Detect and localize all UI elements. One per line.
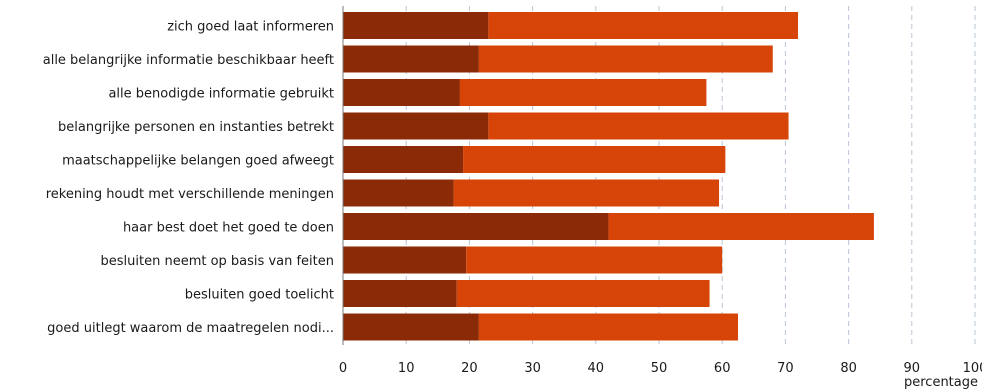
category-label: besluiten neemt op basis van feiten [101, 254, 334, 269]
category-label: besluiten goed toelicht [185, 288, 334, 303]
category-label: belangrijke personen en instanties betre… [58, 120, 334, 135]
x-tick-label: 0 [339, 361, 347, 376]
x-axis-title: percentage [904, 375, 978, 390]
category-label: haar best doet het goed te doen [123, 221, 334, 236]
bar-segment-1 [343, 213, 609, 240]
x-tick-label: 100 [963, 361, 982, 376]
category-label: zich goed laat informeren [167, 20, 334, 35]
x-tick-label: 30 [524, 361, 541, 376]
x-tick-label: 80 [840, 361, 857, 376]
category-label: alle benodigde informatie gebruikt [108, 87, 334, 102]
x-tick-label: 40 [588, 361, 605, 376]
bar-segment-1 [343, 79, 460, 106]
category-label: rekening houdt met verschillende meninge… [46, 187, 334, 202]
bar-segment-2 [488, 12, 799, 39]
bar-segment-2 [478, 45, 773, 73]
x-tick-label: 70 [777, 361, 794, 376]
bar-segment-2 [466, 246, 723, 274]
category-labels: zich goed laat informeren alle belangrijk… [43, 20, 334, 337]
bar-segment-2 [453, 179, 720, 207]
bar-segment-1 [343, 45, 479, 73]
bar-segment-1 [343, 246, 467, 274]
bars [343, 12, 874, 341]
x-tick-label: 90 [904, 361, 921, 376]
x-tick-label: 60 [714, 361, 731, 376]
x-axis: 0 10 20 30 40 50 60 70 80 90 100 [339, 6, 982, 376]
bar-segment-1 [343, 146, 464, 173]
category-label: goed uitlegt waarom de maatregelen nodi.… [47, 321, 334, 336]
bar-segment-2 [478, 313, 738, 341]
bar-segment-1 [343, 313, 479, 341]
bar-segment-2 [608, 213, 874, 240]
bar-segment-2 [459, 79, 707, 106]
category-label: alle belangrijke informatie beschikbaar … [43, 53, 334, 68]
bar-segment-2 [488, 112, 789, 140]
bar-segment-1 [343, 179, 454, 207]
x-tick-label: 10 [398, 361, 415, 376]
bar-segment-1 [343, 112, 489, 140]
bar-segment-1 [343, 12, 489, 39]
category-label: maatschappelijke belangen goed afweegt [62, 154, 334, 169]
bar-segment-2 [463, 146, 726, 173]
x-tick-label: 20 [461, 361, 478, 376]
x-tick-label: 50 [651, 361, 668, 376]
bar-segment-1 [343, 280, 457, 307]
bar-segment-2 [456, 280, 710, 307]
